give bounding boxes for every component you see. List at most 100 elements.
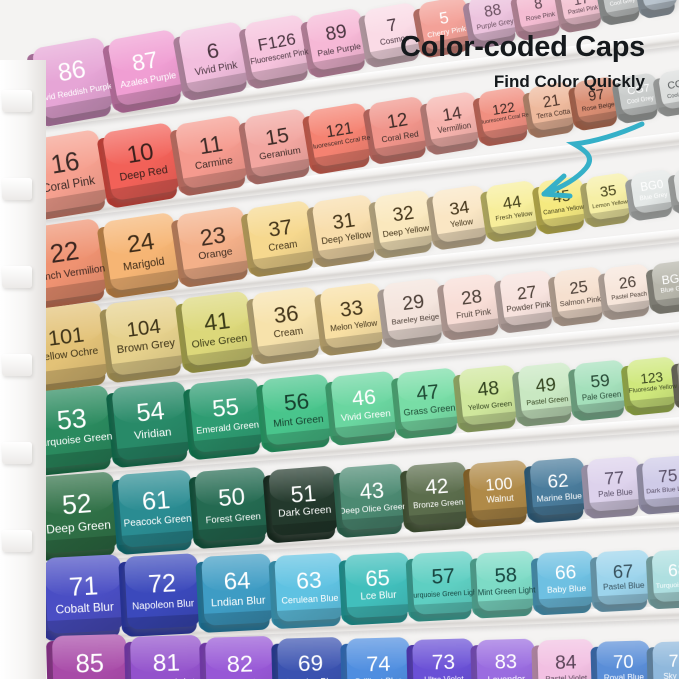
cap-top-face[interactable]: 50 Forest Green <box>194 466 270 542</box>
cap-top-face[interactable]: 77 Pale Blue <box>586 455 643 512</box>
cap-top-face[interactable]: 72 Napoleon Blur <box>124 553 201 630</box>
cap-top-face[interactable]: 36 Cream <box>251 286 323 358</box>
cap-top-face[interactable]: 24 Marigold <box>101 211 182 292</box>
marker-cap[interactable]: 57 Turquoise Green Light <box>405 550 476 622</box>
marker-cap[interactable]: 46 Vivid Green <box>325 370 399 447</box>
marker-cap[interactable]: 67 Pastel Blue <box>589 549 652 613</box>
marker-cap[interactable]: 28 Fruit Pink <box>436 273 503 342</box>
marker-cap[interactable]: 71 Cobalt Blur <box>38 554 124 642</box>
marker-cap[interactable]: 62 Marine Blue <box>523 457 588 524</box>
cap-top-face[interactable]: 31 Deep Yellow <box>311 194 378 261</box>
marker-cap[interactable]: 66 Baby Blue <box>531 549 596 616</box>
marker-cap[interactable]: 48 Yellow Green <box>452 364 520 434</box>
cap-top-face[interactable]: 54 Viridian <box>111 380 192 461</box>
marker-cap[interactable]: 50 Forest Green <box>189 466 270 550</box>
cap-top-face[interactable]: 67 Pastel Blue <box>595 549 652 606</box>
cap-top-face[interactable]: 73Ultra Violet <box>412 637 475 679</box>
cap-top-face[interactable]: 123 Fluoresde Yellow <box>626 356 679 409</box>
cap-top-face[interactable]: 42 Bronze Green <box>405 461 470 526</box>
marker-cap[interactable]: 51 Dark Green <box>262 464 340 544</box>
marker-cap[interactable]: 42 Bronze Green <box>399 461 470 533</box>
marker-cap[interactable]: 55 Emerald Green <box>182 377 265 461</box>
marker-cap[interactable]: 77 Pale Blue <box>581 455 643 520</box>
marker-cap[interactable]: 82Light Violet <box>199 635 276 679</box>
marker-cap[interactable]: 97 Rose Beige <box>568 76 622 132</box>
cap-top-face[interactable]: 97 Rose Beige <box>573 76 622 124</box>
cap-top-face[interactable]: 104 Brown Grey <box>104 295 185 376</box>
cap-top-face[interactable]: 85Vivid Violet <box>51 633 128 679</box>
cap-top-face[interactable]: 74Brilliant Blue <box>346 637 411 679</box>
marker-cap[interactable]: 47 Grass Green <box>390 367 461 440</box>
cap-top-face[interactable]: 65 Lce Blur <box>344 551 412 619</box>
cap-top-face[interactable]: 49 Pastel Green <box>517 361 576 420</box>
cap-top-face[interactable]: 69Prussian Blue <box>277 636 345 679</box>
marker-cap[interactable]: 56 Mint Green <box>255 373 334 454</box>
marker-cap[interactable]: 37 Cream <box>240 199 317 278</box>
marker-cap[interactable]: 81Deep Violet <box>124 634 204 679</box>
cap-top-face[interactable]: 84 Pastel Violet <box>537 639 595 679</box>
cap-top-face[interactable]: 26 Pastel Peach <box>602 262 654 314</box>
cap-top-face[interactable]: 27 Powder Pink <box>498 269 556 327</box>
cap-top-face[interactable]: 63 Cerulean Blue <box>274 552 345 622</box>
marker-cap[interactable]: 59 Pale Green <box>567 359 629 422</box>
marker-cap[interactable]: 69Prussian Blue <box>271 636 345 679</box>
marker-cap[interactable]: 31 Deep Yellow <box>306 194 378 269</box>
marker-cap[interactable]: 24 Marigold <box>96 211 182 299</box>
marker-cap[interactable]: 54 Viridian <box>105 380 192 469</box>
cap-top-face[interactable]: 52 Deep Green <box>36 471 119 554</box>
marker-cap[interactable]: CG2Cool Grey <box>667 164 679 216</box>
cap-top-face[interactable]: 47 Grass Green <box>396 367 461 433</box>
cap-top-face[interactable]: 71 Cobalt Blur <box>44 554 124 634</box>
marker-cap[interactable]: 58 Mint Green Light <box>469 550 537 619</box>
marker-cap[interactable]: 52 Deep Green <box>30 471 119 562</box>
marker-cap[interactable]: 25 Salmon Pink <box>547 266 607 328</box>
marker-cap[interactable]: 84 Pastel Violet <box>531 639 595 679</box>
cap-top-face[interactable]: 55 Emerald Green <box>188 377 265 454</box>
marker-cap[interactable]: 33 Melon Yellow <box>313 281 387 357</box>
cap-top-face[interactable]: 48 Yellow Green <box>458 364 520 426</box>
marker-cap[interactable]: 100 Walnut <box>463 459 531 529</box>
cap-top-face[interactable]: 66 Baby Blue <box>536 549 596 609</box>
cap-top-face[interactable]: 57 Turquoise Green Light <box>411 550 476 615</box>
cap-top-face[interactable]: BG7 Blue Grey <box>650 259 679 308</box>
marker-cap[interactable]: 29 Bareley Beige <box>376 277 446 349</box>
cap-top-face[interactable]: 43 Deep Olice Green <box>338 462 407 531</box>
cap-top-face[interactable]: 100 Walnut <box>468 459 531 521</box>
marker-cap[interactable]: 27 Powder Pink <box>493 269 556 334</box>
cap-top-face[interactable]: 59 Pale Green <box>573 359 629 415</box>
marker-cap[interactable]: 23 Orange <box>170 205 252 289</box>
marker-cap[interactable]: 83 Lavender <box>470 638 536 679</box>
cap-top-face[interactable]: 25 Salmon Pink <box>552 266 607 320</box>
marker-cap[interactable]: 65 Lce Blur <box>338 551 412 626</box>
cap-top-face[interactable]: 82Light Violet <box>205 635 276 679</box>
marker-cap[interactable]: 72 Napoleon Blur <box>118 553 201 638</box>
cap-top-face[interactable]: 41 Olive Green <box>180 290 256 367</box>
marker-cap[interactable]: 64 Lndian Blur <box>195 552 275 633</box>
cap-top-face[interactable]: 33 Melon Yellow <box>318 281 387 350</box>
marker-cap[interactable]: 41 Olive Green <box>174 290 256 374</box>
cap-top-face[interactable]: 14 Vermillion <box>424 90 482 149</box>
marker-cap[interactable]: 85Vivid Violet <box>46 633 128 679</box>
cap-top-face[interactable]: 64 Lndian Blur <box>201 552 275 626</box>
cap-top-face[interactable]: 56 Mint Green <box>261 373 334 446</box>
marker-cap[interactable]: CG5Cool Grey <box>595 0 643 27</box>
marker-cap[interactable]: BG7 Blue Grey <box>645 259 679 315</box>
cap-top-face[interactable]: 12 Coral Red <box>367 95 430 158</box>
marker-cap[interactable]: 17Pastel Pink <box>553 0 605 34</box>
cap-top-face[interactable]: 23 Orange <box>176 205 252 281</box>
marker-cap[interactable]: 70 Royal Blue <box>590 639 651 679</box>
marker-cap[interactable]: 36 Cream <box>246 286 323 365</box>
cap-top-face[interactable]: 29 Bareley Beige <box>382 277 446 342</box>
marker-cap[interactable]: 63 Cerulean Blue <box>268 552 345 630</box>
marker-cap[interactable]: 49 Pastel Green <box>511 361 576 428</box>
cap-top-face[interactable]: 62 Marine Blue <box>529 457 588 517</box>
marker-cap[interactable]: 104 Brown Grey <box>99 295 185 384</box>
marker-cap[interactable]: 14 Vermillion <box>418 90 482 156</box>
marker-cap[interactable]: 61 Peacock Green <box>111 469 197 556</box>
marker-cap[interactable]: 26 Pastel Peach <box>597 262 654 321</box>
